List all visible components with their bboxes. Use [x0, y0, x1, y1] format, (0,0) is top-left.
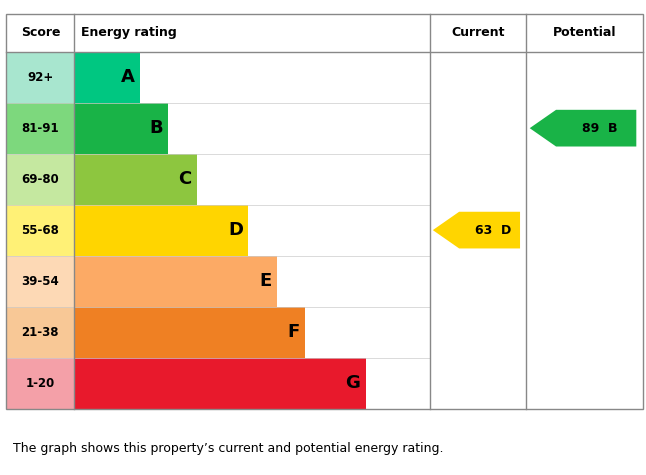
Bar	[6, 14, 643, 52]
Text: 21-38: 21-38	[21, 325, 59, 339]
Bar	[6, 14, 643, 408]
Text: C: C	[178, 170, 192, 188]
Text: B: B	[150, 119, 163, 137]
Text: A: A	[121, 68, 135, 86]
Bar	[74, 256, 276, 306]
Bar	[6, 306, 74, 358]
Text: 81-91: 81-91	[21, 122, 59, 134]
Polygon shape	[433, 212, 520, 248]
Text: D: D	[228, 221, 243, 239]
Text: Score: Score	[21, 27, 60, 39]
Text: 63  D: 63 D	[475, 224, 511, 237]
Bar	[74, 103, 169, 153]
Text: G: G	[346, 374, 360, 392]
Text: Potential: Potential	[553, 27, 616, 39]
Text: 39-54: 39-54	[21, 275, 59, 287]
Bar	[6, 52, 74, 103]
Bar	[74, 358, 366, 408]
Bar	[6, 205, 74, 256]
Bar	[6, 256, 74, 306]
Bar	[74, 153, 197, 205]
Text: The graph shows this property’s current and potential energy rating.: The graph shows this property’s current …	[13, 442, 443, 456]
Text: Current: Current	[452, 27, 505, 39]
Bar	[6, 103, 74, 153]
Text: 69-80: 69-80	[21, 172, 59, 186]
Text: 89  B: 89 B	[581, 122, 617, 134]
Bar	[6, 358, 74, 408]
Bar	[74, 205, 248, 256]
Text: E: E	[260, 272, 271, 290]
Text: 92+: 92+	[27, 71, 54, 84]
Text: 55-68: 55-68	[21, 224, 59, 237]
Text: Energy rating: Energy rating	[81, 27, 176, 39]
Bar	[74, 52, 140, 103]
Text: F: F	[288, 323, 300, 341]
Bar	[74, 306, 306, 358]
Polygon shape	[530, 110, 636, 146]
Text: 1-20: 1-20	[26, 377, 55, 389]
Bar	[6, 153, 74, 205]
Bar	[6, 14, 643, 408]
